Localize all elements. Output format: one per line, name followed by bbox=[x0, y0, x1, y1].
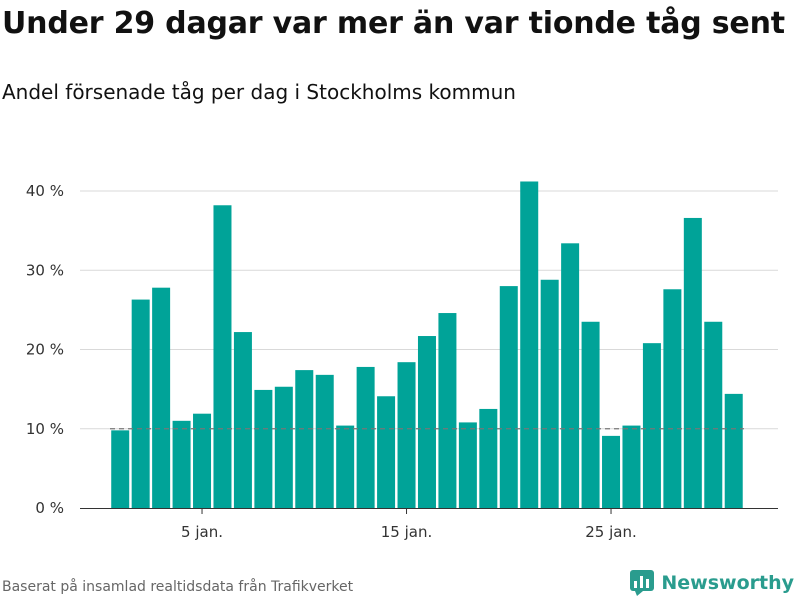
bar bbox=[540, 279, 559, 508]
bar bbox=[233, 332, 252, 508]
bars bbox=[111, 181, 743, 509]
y-tick-label: 0 % bbox=[35, 499, 64, 517]
bar bbox=[336, 425, 355, 508]
y-tick-label: 20 % bbox=[26, 341, 64, 359]
bar bbox=[213, 205, 232, 508]
bar bbox=[356, 366, 375, 508]
bar bbox=[479, 408, 498, 508]
bar bbox=[458, 422, 477, 508]
x-axis-ticks: 5 jan. 15 jan. 25 jan. bbox=[181, 508, 637, 541]
y-tick-label: 30 % bbox=[26, 261, 64, 279]
x-tick-label: 25 jan. bbox=[585, 523, 637, 541]
bar bbox=[724, 393, 743, 508]
y-tick-label: 10 % bbox=[26, 420, 64, 438]
bar bbox=[377, 396, 396, 508]
bar bbox=[520, 181, 539, 509]
bar bbox=[683, 217, 702, 508]
bar bbox=[254, 389, 273, 508]
bar bbox=[274, 386, 293, 508]
bar bbox=[622, 425, 641, 508]
bar bbox=[315, 374, 334, 508]
brand-logo: Newsworthy bbox=[629, 568, 794, 598]
bar bbox=[111, 430, 130, 508]
bar bbox=[561, 243, 580, 508]
chart-title: Under 29 dagar var mer än var tionde tåg… bbox=[2, 6, 785, 41]
y-tick-label: 40 % bbox=[26, 182, 64, 200]
x-tick-label: 5 jan. bbox=[181, 523, 223, 541]
bar bbox=[499, 286, 518, 508]
bar bbox=[295, 370, 314, 508]
bar-chart: 0 % 10 % 20 % 30 % 40 % 5 jan. 15 jan. 25 jan. bbox=[26, 181, 778, 541]
brand-name: Newsworthy bbox=[661, 572, 794, 594]
bar bbox=[172, 420, 191, 508]
bar bbox=[417, 336, 436, 508]
y-axis-ticks: 0 % 10 % 20 % 30 % 40 % bbox=[26, 182, 64, 517]
bar bbox=[663, 289, 682, 508]
bar bbox=[193, 413, 212, 508]
bar bbox=[602, 435, 621, 508]
bar bbox=[581, 321, 600, 508]
newsworthy-logo-icon bbox=[630, 570, 655, 596]
chart-subtitle: Andel försenade tåg per dag i Stockholms… bbox=[2, 80, 516, 104]
source-note: Baserat på insamlad realtidsdata från Tr… bbox=[2, 579, 354, 595]
bar bbox=[131, 299, 150, 508]
bar bbox=[397, 362, 416, 508]
x-tick-label: 15 jan. bbox=[381, 523, 433, 541]
bar bbox=[152, 287, 171, 508]
bar bbox=[642, 343, 661, 508]
bar bbox=[438, 313, 457, 508]
bar bbox=[704, 321, 723, 508]
